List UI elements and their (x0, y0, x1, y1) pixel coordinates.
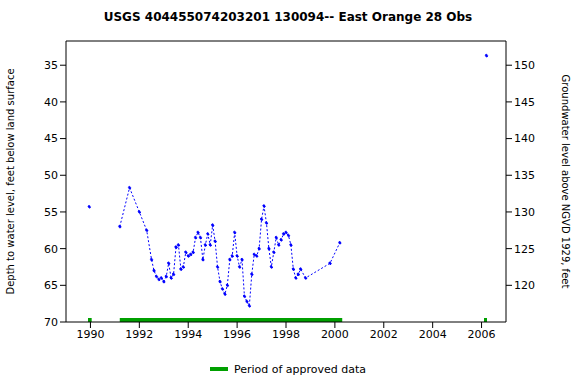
svg-text:150: 150 (514, 59, 535, 72)
svg-text:40: 40 (44, 96, 58, 109)
svg-text:1990: 1990 (76, 328, 104, 341)
svg-text:1998: 1998 (272, 328, 300, 341)
svg-text:Groundwater level above NGVD 1: Groundwater level above NGVD 1929, feet (560, 75, 568, 289)
svg-text:2002: 2002 (370, 328, 398, 341)
svg-text:70: 70 (44, 316, 58, 329)
svg-text:65: 65 (44, 279, 58, 292)
svg-text:145: 145 (514, 96, 535, 109)
svg-text:50: 50 (44, 169, 58, 182)
svg-text:60: 60 (44, 243, 58, 256)
svg-text:2004: 2004 (419, 328, 447, 341)
svg-text:120: 120 (514, 279, 535, 292)
svg-text:135: 135 (514, 169, 535, 182)
svg-text:2000: 2000 (321, 328, 349, 341)
svg-text:45: 45 (44, 132, 58, 145)
html-text:USGS 404455074203201 130094--: USGS 404455074203201 130094-- East Orang… (103, 10, 473, 24)
svg-text:1992: 1992 (125, 328, 153, 341)
svg-text:2006: 2006 (468, 328, 496, 341)
svg-text:140: 140 (514, 132, 535, 145)
svg-text:Depth to water level, feet bel: Depth to water level, feet below land su… (8, 68, 16, 294)
svg-text:125: 125 (514, 243, 535, 256)
svg-text:130: 130 (514, 206, 535, 219)
svg-text:1996: 1996 (223, 328, 251, 341)
html-text:Period of approved data: Period of approved data (233, 362, 367, 376)
svg-text:55: 55 (44, 206, 58, 219)
svg-text:35: 35 (44, 59, 58, 72)
svg-text:1994: 1994 (174, 328, 202, 341)
